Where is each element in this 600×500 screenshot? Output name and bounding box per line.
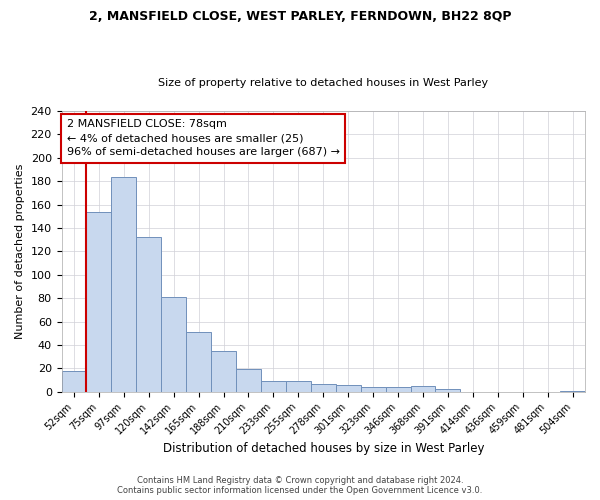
Bar — [186, 332, 211, 392]
Bar — [236, 370, 261, 392]
Bar — [112, 176, 136, 392]
Bar — [361, 387, 386, 392]
Bar — [211, 351, 236, 392]
Bar — [261, 381, 286, 392]
Title: Size of property relative to detached houses in West Parley: Size of property relative to detached ho… — [158, 78, 488, 88]
Bar — [410, 386, 436, 392]
Bar — [311, 384, 336, 392]
Bar — [161, 297, 186, 392]
Bar — [286, 381, 311, 392]
Y-axis label: Number of detached properties: Number of detached properties — [15, 164, 25, 339]
Bar — [86, 212, 112, 392]
Text: 2 MANSFIELD CLOSE: 78sqm
← 4% of detached houses are smaller (25)
96% of semi-de: 2 MANSFIELD CLOSE: 78sqm ← 4% of detache… — [67, 120, 340, 158]
Bar — [62, 370, 86, 392]
Bar — [560, 390, 585, 392]
Bar — [386, 387, 410, 392]
X-axis label: Distribution of detached houses by size in West Parley: Distribution of detached houses by size … — [163, 442, 484, 455]
Bar — [336, 384, 361, 392]
Bar — [436, 390, 460, 392]
Text: 2, MANSFIELD CLOSE, WEST PARLEY, FERNDOWN, BH22 8QP: 2, MANSFIELD CLOSE, WEST PARLEY, FERNDOW… — [89, 10, 511, 23]
Text: Contains HM Land Registry data © Crown copyright and database right 2024.
Contai: Contains HM Land Registry data © Crown c… — [118, 476, 482, 495]
Bar — [136, 238, 161, 392]
